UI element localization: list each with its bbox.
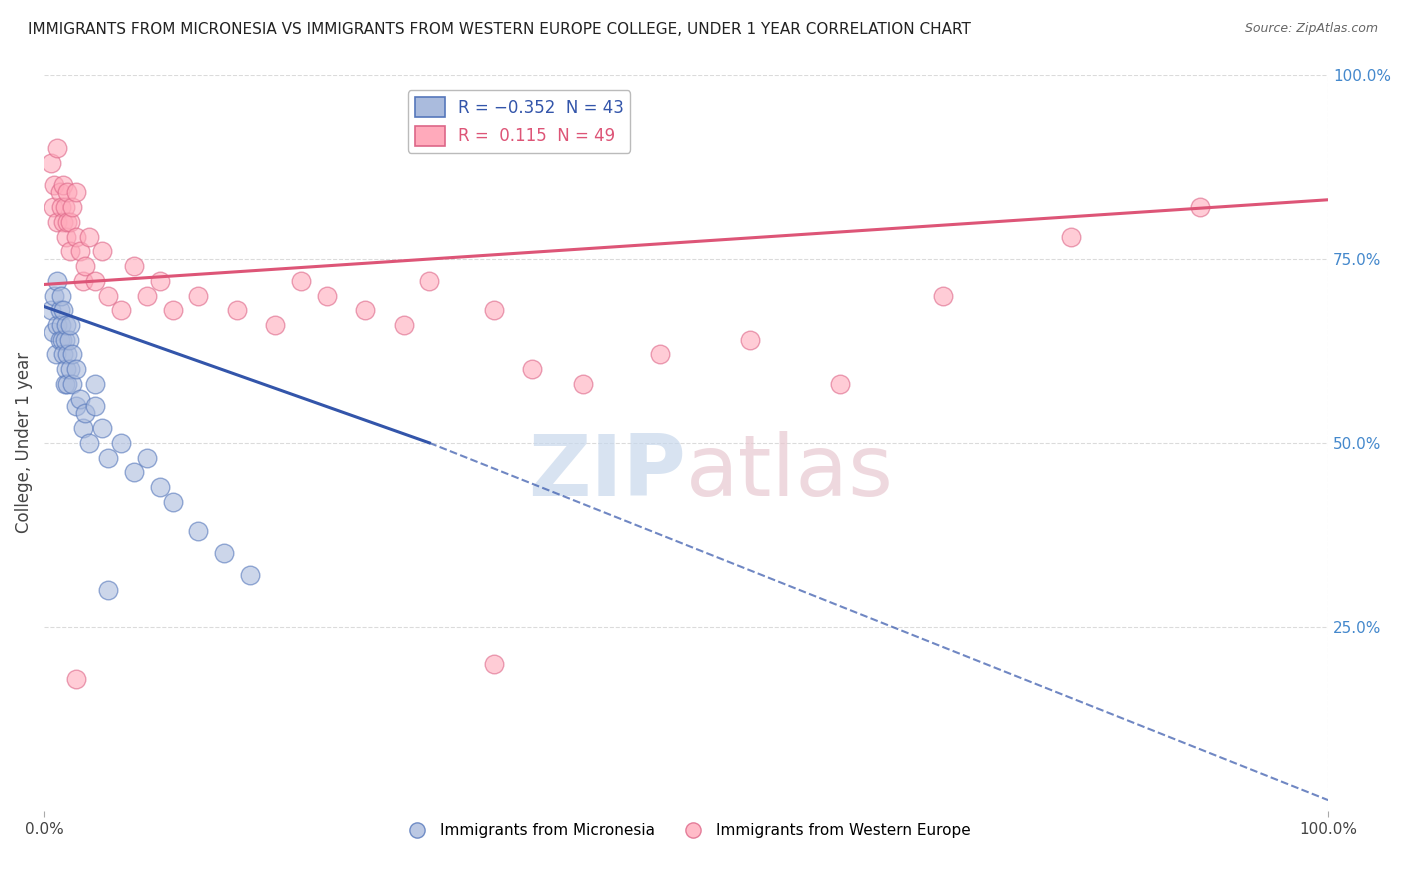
Point	[48, 186, 70, 200]
Point	[482, 303, 505, 318]
Point	[56, 215, 79, 229]
Point	[55, 229, 77, 244]
Point	[48, 303, 70, 318]
Point	[55, 318, 77, 332]
Point	[135, 288, 157, 302]
Point	[49, 318, 72, 332]
Point	[52, 215, 75, 229]
Point	[315, 288, 337, 302]
Point	[42, 200, 65, 214]
Point	[65, 672, 87, 686]
Point	[740, 333, 762, 347]
Point	[46, 141, 69, 155]
Point	[56, 376, 79, 391]
Point	[60, 347, 83, 361]
Point	[84, 399, 107, 413]
Y-axis label: College, Under 1 year: College, Under 1 year	[15, 352, 32, 533]
Point	[59, 215, 82, 229]
Point	[77, 229, 100, 244]
Point	[49, 200, 72, 214]
Point	[97, 450, 120, 465]
Point	[392, 318, 415, 332]
Point	[69, 244, 91, 259]
Point	[52, 178, 75, 192]
Point	[65, 362, 87, 376]
Point	[45, 347, 67, 361]
Point	[572, 376, 595, 391]
Point	[1060, 229, 1083, 244]
Point	[90, 421, 112, 435]
Point	[225, 303, 247, 318]
Point	[149, 480, 172, 494]
Point	[52, 347, 75, 361]
Point	[59, 362, 82, 376]
Point	[46, 318, 69, 332]
Text: ZIP: ZIP	[529, 431, 686, 514]
Point	[56, 347, 79, 361]
Legend: Immigrants from Micronesia, Immigrants from Western Europe: Immigrants from Micronesia, Immigrants f…	[395, 817, 977, 844]
Point	[42, 326, 65, 340]
Point	[56, 186, 79, 200]
Point	[212, 546, 235, 560]
Point	[187, 524, 209, 539]
Point	[48, 333, 70, 347]
Point	[238, 568, 260, 582]
Point	[49, 288, 72, 302]
Point	[59, 244, 82, 259]
Point	[162, 495, 184, 509]
Point	[97, 288, 120, 302]
Point	[830, 376, 852, 391]
Point	[65, 186, 87, 200]
Point	[46, 215, 69, 229]
Point	[46, 274, 69, 288]
Point	[75, 406, 97, 420]
Point	[1188, 200, 1211, 214]
Point	[97, 583, 120, 598]
Point	[53, 333, 76, 347]
Point	[58, 333, 80, 347]
Text: Source: ZipAtlas.com: Source: ZipAtlas.com	[1244, 22, 1378, 36]
Point	[60, 200, 83, 214]
Point	[75, 259, 97, 273]
Point	[72, 421, 94, 435]
Point	[650, 347, 672, 361]
Point	[59, 318, 82, 332]
Point	[110, 303, 132, 318]
Point	[520, 362, 543, 376]
Point	[290, 274, 312, 288]
Point	[44, 178, 66, 192]
Point	[39, 303, 62, 318]
Point	[482, 657, 505, 671]
Point	[77, 435, 100, 450]
Point	[122, 466, 145, 480]
Point	[84, 274, 107, 288]
Point	[69, 392, 91, 406]
Point	[51, 333, 73, 347]
Point	[122, 259, 145, 273]
Point	[418, 274, 440, 288]
Point	[65, 229, 87, 244]
Point	[72, 274, 94, 288]
Point	[354, 303, 377, 318]
Point	[110, 435, 132, 450]
Point	[44, 288, 66, 302]
Point	[264, 318, 287, 332]
Point	[932, 288, 955, 302]
Point	[90, 244, 112, 259]
Point	[52, 303, 75, 318]
Point	[60, 376, 83, 391]
Point	[135, 450, 157, 465]
Point	[39, 156, 62, 170]
Point	[84, 376, 107, 391]
Text: atlas: atlas	[686, 431, 894, 514]
Point	[187, 288, 209, 302]
Point	[162, 303, 184, 318]
Point	[53, 200, 76, 214]
Point	[55, 362, 77, 376]
Point	[149, 274, 172, 288]
Text: IMMIGRANTS FROM MICRONESIA VS IMMIGRANTS FROM WESTERN EUROPE COLLEGE, UNDER 1 YE: IMMIGRANTS FROM MICRONESIA VS IMMIGRANTS…	[28, 22, 972, 37]
Point	[53, 376, 76, 391]
Point	[65, 399, 87, 413]
